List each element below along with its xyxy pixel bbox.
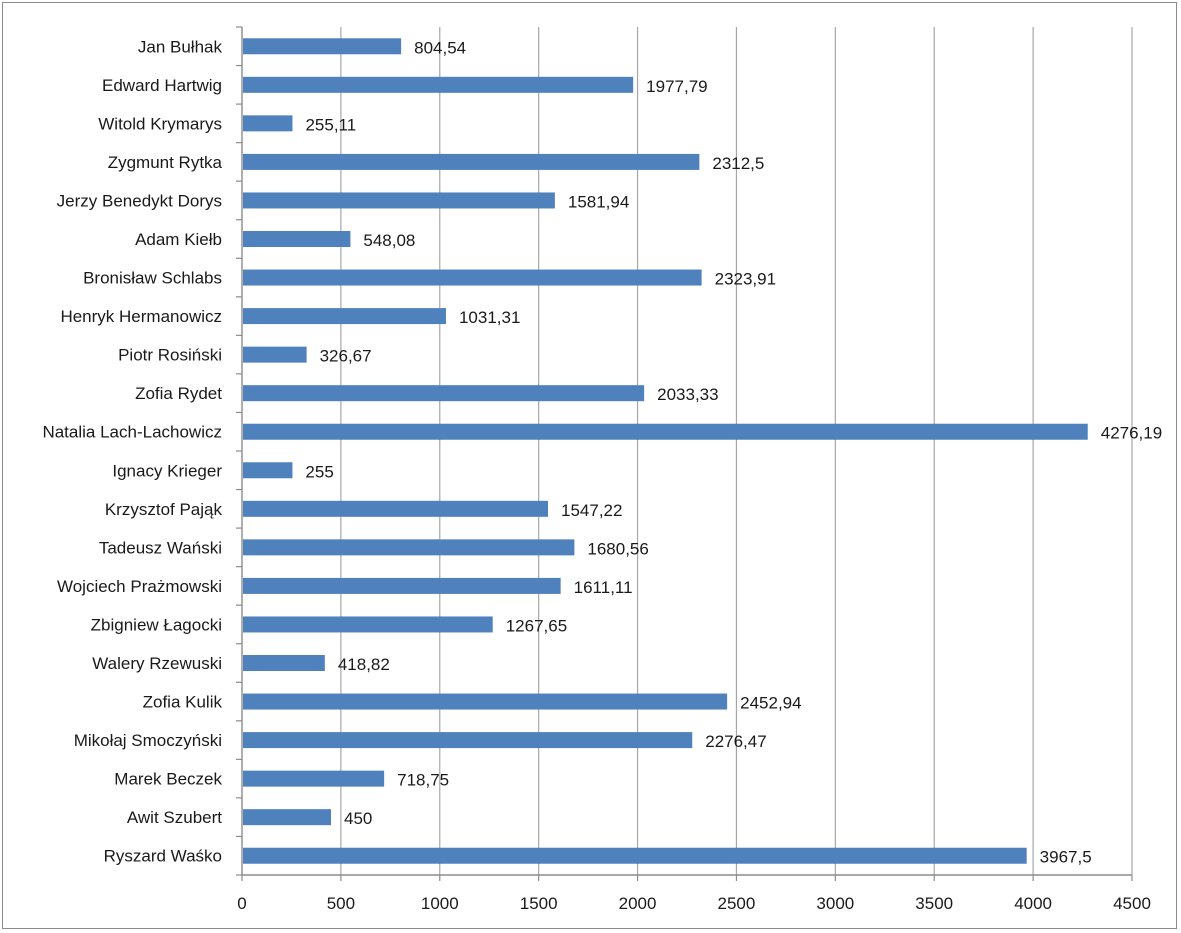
bar [243,809,331,826]
category-label: Zbigniew Łagocki [91,615,222,634]
data-label: 1611,11 [574,578,633,597]
category-label: Ignacy Krieger [112,461,222,480]
bar [243,153,700,170]
x-tick-label: 4000 [1014,894,1052,913]
data-label: 718,75 [397,771,449,790]
category-label: Walery Rzewuski [92,654,222,673]
bar [243,231,351,247]
bar [243,577,561,594]
category-label: Ryszard Waśko [104,847,222,866]
category-label: Krzysztof Pająk [105,500,223,519]
data-label: 548,08 [363,231,415,250]
category-label: Awit Szubert [127,808,222,827]
data-label: 450 [344,809,372,828]
bar [243,423,1088,440]
data-label: 1031,31 [459,308,520,327]
bar [243,115,293,132]
x-tick-label: 1000 [421,894,459,913]
bar [243,308,446,325]
category-label: Jan Bułhak [138,37,223,56]
labels: 0 500 1000 1500 2000 2500 3000 3500 4000 4500 Jan … [42,37,1162,913]
bars [243,38,1088,864]
x-tick-label: 3500 [915,894,953,913]
bar [243,770,385,787]
data-label: 1267,65 [506,616,567,635]
category-label: Tadeusz Wański [99,538,222,557]
data-label: 804,54 [414,38,466,57]
bar [243,500,549,517]
category-label: Zofia Kulik [143,693,223,712]
bar [243,269,702,286]
category-label: Witold Krymarys [98,114,222,133]
data-label: 255 [305,462,333,481]
bar [243,76,634,93]
data-label: 1977,79 [646,77,707,96]
data-label: 326,67 [320,347,372,366]
category-label: Jerzy Benedykt Dorys [57,191,222,210]
bar [243,539,575,556]
bar [243,38,402,55]
x-tick-label: 2000 [619,894,657,913]
x-tick-label: 500 [327,894,355,913]
x-tick-label: 0 [237,894,246,913]
category-label: Marek Beczek [114,770,222,789]
category-label: Mikołaj Smoczyński [74,731,222,750]
x-tick-label: 1500 [520,894,558,913]
x-tick-label: 3000 [816,894,854,913]
bar [243,655,325,671]
data-label: 1547,22 [561,501,622,520]
category-label: Wojciech Prażmowski [57,577,222,596]
bar [243,847,1027,864]
data-label: 1680,56 [587,539,648,558]
x-tick-label: 2500 [718,894,756,913]
category-label: Henryk Hermanowicz [60,307,222,326]
category-label: Edward Hartwig [102,76,222,95]
category-label: Piotr Rosiński [118,346,222,365]
bar [243,732,693,749]
bar [243,616,493,633]
data-label: 2323,91 [715,270,776,289]
data-label: 255,11 [305,115,356,134]
bar [243,192,555,209]
category-label: Zygmunt Rytka [108,153,223,172]
data-label: 418,82 [338,655,390,674]
data-label: 4276,19 [1101,424,1162,443]
category-label: Zofia Rydet [135,384,222,403]
bar [243,693,728,710]
category-label: Bronisław Schlabs [83,269,222,288]
x-tick-label: 4500 [1113,894,1151,913]
data-label: 2452,94 [740,694,801,713]
data-label: 2033,33 [657,385,718,404]
bar [243,385,645,402]
axes [236,26,1133,881]
category-label: Adam Kiełb [135,230,222,249]
bar [243,346,307,363]
data-label: 1581,94 [568,192,629,211]
category-label: Natalia Lach-Lachowicz [42,423,222,442]
data-label: 3967,5 [1040,848,1092,867]
data-label: 2312,5 [712,154,764,173]
data-label: 2276,47 [705,732,766,751]
bar [243,462,293,479]
